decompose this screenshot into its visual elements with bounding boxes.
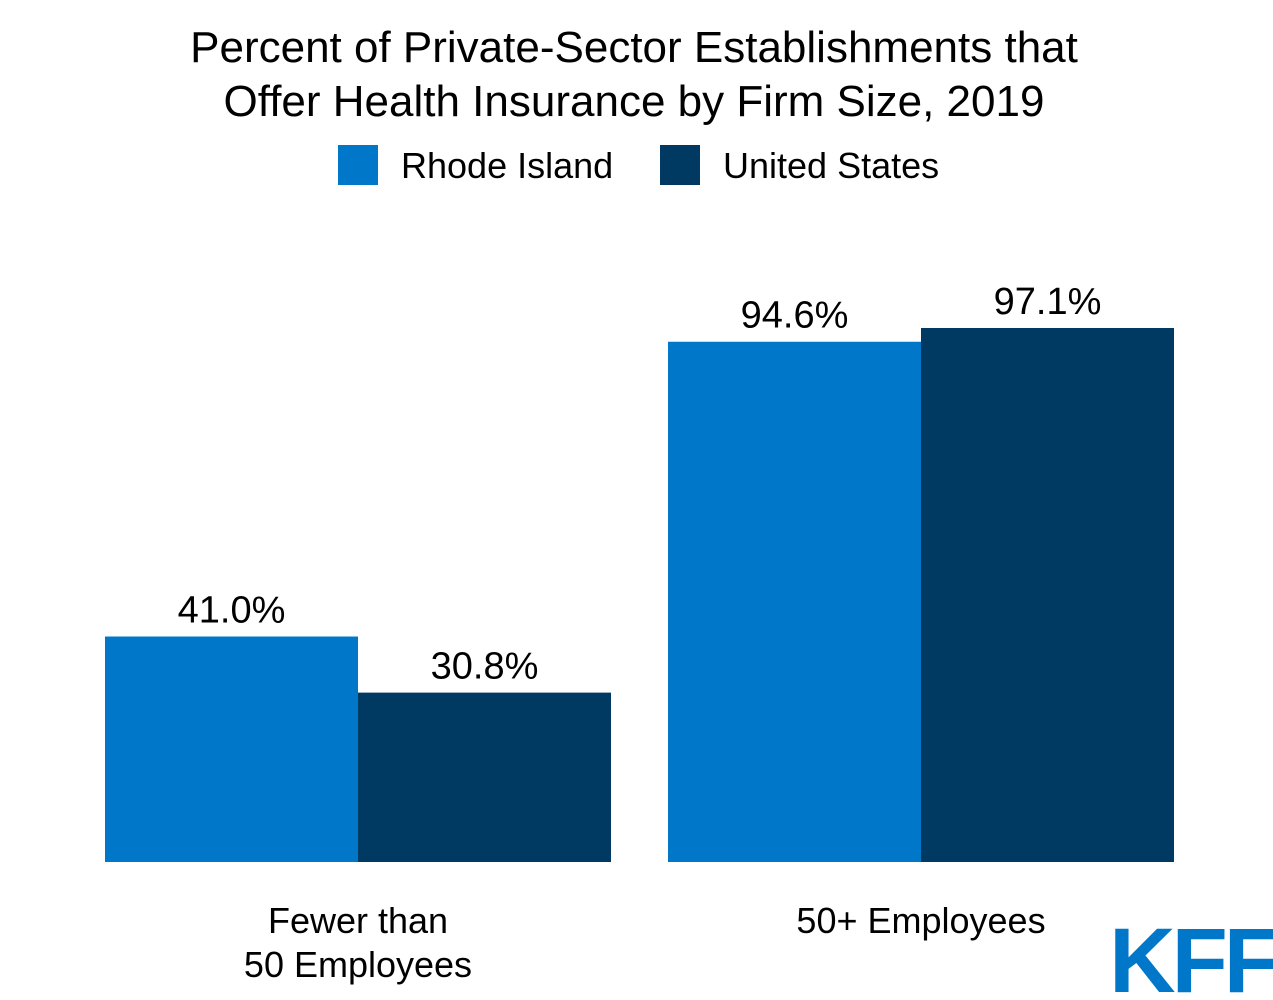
bar	[358, 692, 611, 862]
legend-swatch	[660, 145, 700, 185]
bar	[921, 328, 1174, 862]
data-label: 41.0%	[178, 590, 286, 632]
data-label: 30.8%	[431, 646, 539, 688]
bars	[105, 328, 1174, 862]
legend-label: Rhode Island	[401, 145, 613, 186]
legend: Rhode Island United States	[338, 145, 939, 186]
data-labels: 41.0% 30.8% 94.6% 97.1%	[178, 281, 1102, 688]
data-label: 97.1%	[994, 281, 1102, 323]
legend-label: United States	[723, 145, 939, 186]
bar	[668, 341, 921, 862]
category-label: Fewer than	[268, 900, 448, 941]
chart-title-line: Percent of Private-Sector Establishments…	[190, 23, 1078, 72]
chart-title: Percent of Private-Sector Establishments…	[190, 23, 1078, 126]
kff-logo: KFF	[1109, 910, 1273, 1000]
category-label: 50 Employees	[244, 944, 472, 985]
category-label: 50+ Employees	[796, 900, 1045, 941]
data-label: 94.6%	[741, 295, 849, 337]
bar	[105, 636, 358, 862]
chart-title-line: Offer Health Insurance by Firm Size, 201…	[224, 77, 1045, 126]
legend-swatch	[338, 145, 378, 185]
